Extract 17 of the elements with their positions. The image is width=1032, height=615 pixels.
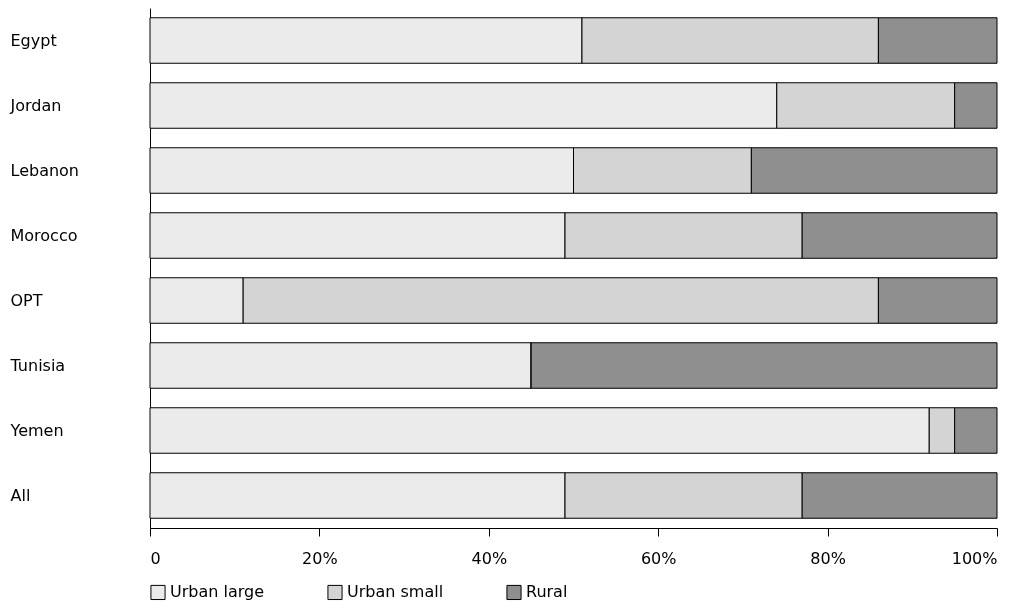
- x-tick-label: 60%: [640, 548, 677, 568]
- x-tick-label: 80%: [810, 548, 846, 568]
- y-tick-label: All: [10, 485, 31, 505]
- x-tick-label: 40%: [471, 548, 508, 568]
- y-tick-label: Egypt: [10, 30, 57, 50]
- legend-label: Urban large: [170, 582, 265, 602]
- x-tick-label: 20%: [302, 548, 338, 568]
- x-tick-label: 100%: [951, 548, 998, 568]
- legend-label: Rural: [526, 582, 568, 602]
- y-tick-label: OPT: [10, 290, 43, 310]
- y-tick-label: Jordan: [9, 95, 62, 115]
- y-tick-label: Morocco: [10, 225, 78, 245]
- y-tick-label: Lebanon: [10, 160, 80, 180]
- y-tick-label: Yemen: [9, 420, 64, 440]
- x-tick-label: 0: [150, 548, 161, 568]
- y-tick-label: Tunisia: [9, 355, 66, 375]
- legend-label: Urban small: [347, 582, 444, 602]
